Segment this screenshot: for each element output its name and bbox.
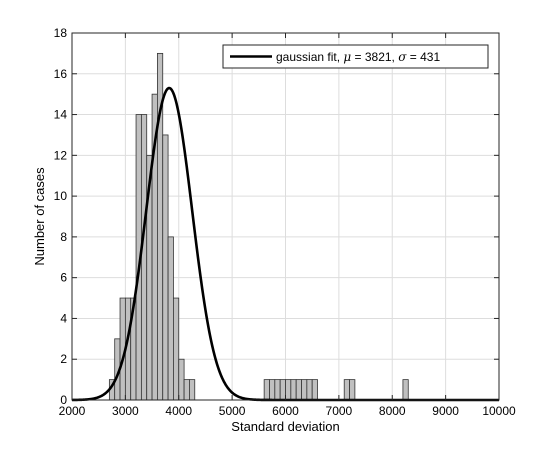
x-tick-label: 10000 <box>482 404 516 418</box>
legend-sigma-value: = 431 <box>406 50 440 64</box>
legend-label: gaussian fit, μ = 3821, σ = 431 <box>276 50 440 64</box>
legend-box <box>222 44 489 69</box>
histogram-bar <box>349 379 356 401</box>
histogram-bar <box>269 379 276 401</box>
y-axis-label: Number of cases <box>32 167 47 266</box>
histogram-bar <box>343 379 350 401</box>
histogram-bar <box>295 379 302 401</box>
x-axis-label: Standard deviation <box>231 419 339 434</box>
histogram-bar <box>173 297 180 401</box>
histogram-bar <box>274 379 281 401</box>
y-tick-label: 10 <box>54 189 68 203</box>
legend-sigma-symbol: σ <box>398 50 407 64</box>
y-tick-label: 14 <box>54 108 68 122</box>
x-tick-label: 6000 <box>272 404 299 418</box>
axis-ticks: 2000 3000 4000 5000 6000 7000 8000 9000 10000 0 2 4… <box>54 26 516 418</box>
x-tick-label: 7000 <box>326 404 353 418</box>
y-tick-label: 8 <box>60 230 67 244</box>
legend-mu-symbol: μ <box>343 50 351 64</box>
histogram-bar <box>183 379 190 401</box>
histogram-bar <box>162 134 169 401</box>
histogram-bar <box>306 379 313 401</box>
histogram-bar <box>311 379 318 401</box>
histogram-bar <box>178 358 185 401</box>
y-tick-label: 12 <box>54 148 68 162</box>
x-tick-label: 3000 <box>112 404 139 418</box>
histogram-bar <box>140 114 148 401</box>
x-tick-label: 9000 <box>432 404 459 418</box>
histogram-bar <box>263 379 270 401</box>
histogram-bar <box>301 379 308 401</box>
legend-label-prefix: gaussian fit, <box>276 50 343 64</box>
y-tick-label: 6 <box>60 271 67 285</box>
x-tick-label: 8000 <box>379 404 406 418</box>
y-tick-label: 18 <box>54 26 68 40</box>
histogram-bar <box>285 379 292 401</box>
histogram-bar <box>402 379 409 401</box>
legend-mu-value: = 3821, <box>351 50 398 64</box>
histogram-bar <box>279 379 286 401</box>
y-tick-label: 0 <box>60 393 67 407</box>
y-tick-label: 2 <box>60 352 67 366</box>
histogram-bar <box>290 379 297 401</box>
histogram-bar <box>167 236 174 401</box>
x-tick-label: 5000 <box>219 404 246 418</box>
x-tick-label: 2000 <box>59 404 86 418</box>
histogram-bars <box>108 52 409 401</box>
legend: gaussian fit, μ = 3821, σ = 431 <box>222 44 489 69</box>
y-tick-label: 4 <box>60 311 67 325</box>
x-tick-label: 4000 <box>165 404 192 418</box>
y-tick-label: 16 <box>54 67 68 81</box>
histogram-bar <box>189 379 196 401</box>
